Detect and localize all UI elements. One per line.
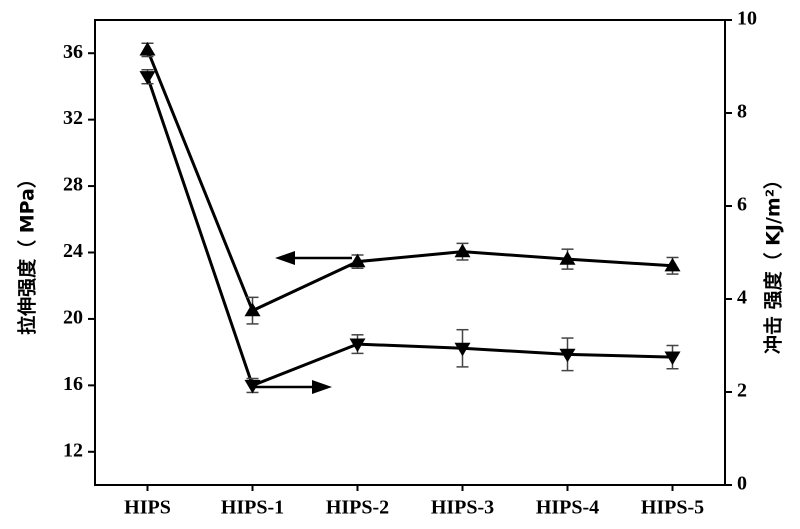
y-tick-label: 32	[63, 107, 83, 129]
y2-axis-label: 冲击 强度（ KJ/m²）	[762, 170, 785, 354]
y2-tick-label: 8	[737, 101, 747, 123]
marker	[559, 348, 576, 363]
marker	[349, 253, 366, 268]
marker	[139, 71, 156, 85]
marker	[349, 338, 366, 353]
x-tick-label: HIPS-3	[431, 497, 494, 519]
y2-tick-label: 10	[737, 8, 757, 30]
y-axis-label: 拉伸强度（ MPa）	[16, 169, 39, 335]
marker	[559, 251, 576, 265]
y-tick-label: 36	[63, 41, 83, 63]
x-tick-label: HIPS-1	[221, 497, 284, 519]
y-tick-label: 28	[63, 174, 83, 196]
y-tick-label: 16	[63, 373, 83, 395]
marker	[139, 41, 156, 56]
y2-tick-label: 2	[737, 380, 747, 402]
plot-frame	[94, 19, 726, 486]
y2-tick-label: 6	[737, 194, 747, 216]
marker	[244, 302, 261, 317]
marker	[244, 379, 261, 394]
series-line	[146, 76, 673, 388]
marker	[664, 257, 681, 272]
y-tick-label: 12	[63, 439, 83, 461]
x-tick-label: HIPS-5	[641, 497, 704, 519]
marker	[454, 342, 471, 357]
x-tick-label: HIPS	[124, 497, 171, 519]
y-tick-label: 20	[63, 307, 83, 329]
x-tick-label: HIPS-4	[536, 497, 599, 519]
marker	[664, 351, 681, 366]
series-line	[146, 49, 673, 313]
y-tick-label: 24	[63, 240, 83, 262]
arrow-right	[255, 380, 332, 394]
y2-tick-label: 4	[737, 287, 747, 309]
x-tick-label: HIPS-2	[326, 497, 389, 519]
marker	[454, 243, 471, 258]
arrow-left	[275, 251, 352, 265]
y2-tick-label: 0	[737, 473, 747, 495]
